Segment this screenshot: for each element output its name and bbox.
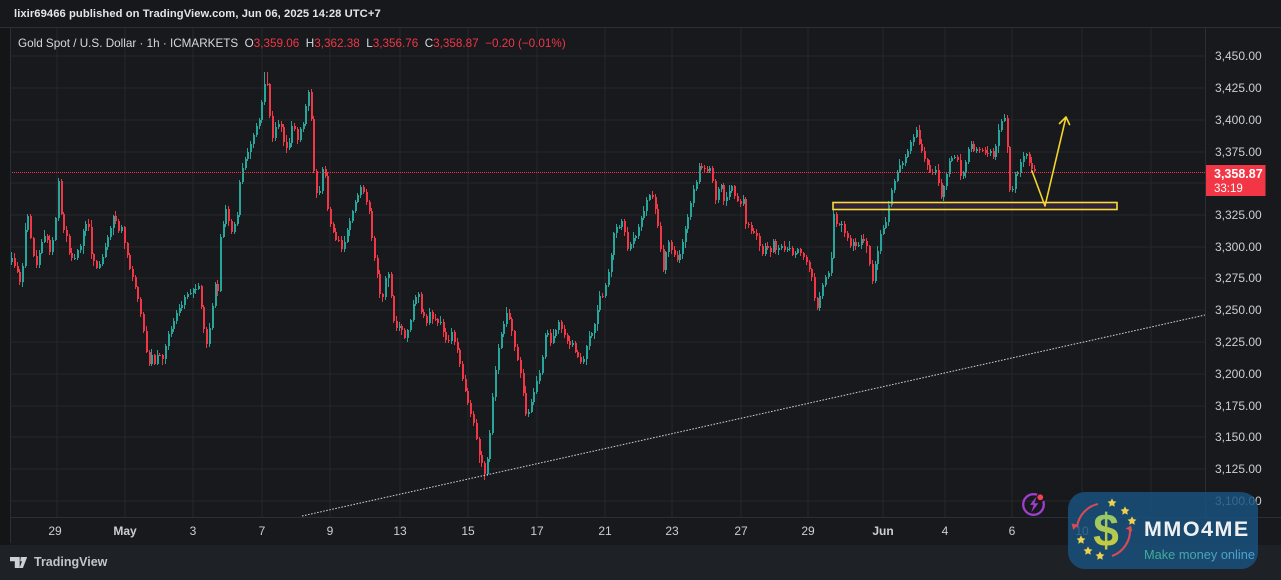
svg-text:33:19: 33:19 — [1214, 183, 1243, 195]
svg-text:13: 13 — [393, 524, 407, 538]
svg-text:15: 15 — [461, 524, 475, 538]
svg-text:7: 7 — [259, 524, 266, 538]
svg-text:3,200.00: 3,200.00 — [1215, 367, 1262, 381]
svg-text:MMO4ME: MMO4ME — [1144, 517, 1250, 541]
svg-text:27: 27 — [734, 524, 748, 538]
svg-text:$: $ — [1093, 504, 1119, 556]
svg-text:29: 29 — [48, 524, 62, 538]
svg-text:3,400.00: 3,400.00 — [1215, 113, 1262, 127]
svg-text:3,225.00: 3,225.00 — [1215, 335, 1262, 349]
svg-text:Make money online: Make money online — [1144, 547, 1255, 562]
svg-text:3,150.00: 3,150.00 — [1215, 430, 1262, 444]
svg-text:3,125.00: 3,125.00 — [1215, 462, 1262, 476]
svg-text:6: 6 — [1009, 524, 1016, 538]
svg-text:21: 21 — [598, 524, 612, 538]
svg-text:3,375.00: 3,375.00 — [1215, 145, 1262, 159]
svg-text:3,425.00: 3,425.00 — [1215, 81, 1262, 95]
svg-text:29: 29 — [801, 524, 815, 538]
svg-text:3,300.00: 3,300.00 — [1215, 240, 1262, 254]
svg-text:Jun: Jun — [872, 524, 893, 538]
svg-text:3,175.00: 3,175.00 — [1215, 399, 1262, 413]
svg-text:9: 9 — [327, 524, 334, 538]
svg-text:3: 3 — [190, 524, 197, 538]
svg-text:3,358.87: 3,358.87 — [1214, 167, 1263, 181]
svg-text:3,325.00: 3,325.00 — [1215, 208, 1262, 222]
svg-text:3,450.00: 3,450.00 — [1215, 49, 1262, 63]
svg-text:17: 17 — [530, 524, 544, 538]
svg-text:3,275.00: 3,275.00 — [1215, 271, 1262, 285]
svg-text:23: 23 — [665, 524, 679, 538]
svg-text:3,250.00: 3,250.00 — [1215, 303, 1262, 317]
svg-text:4: 4 — [942, 524, 949, 538]
svg-text:May: May — [113, 524, 137, 538]
